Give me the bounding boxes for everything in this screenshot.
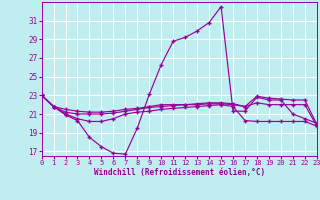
- X-axis label: Windchill (Refroidissement éolien,°C): Windchill (Refroidissement éolien,°C): [94, 168, 265, 177]
